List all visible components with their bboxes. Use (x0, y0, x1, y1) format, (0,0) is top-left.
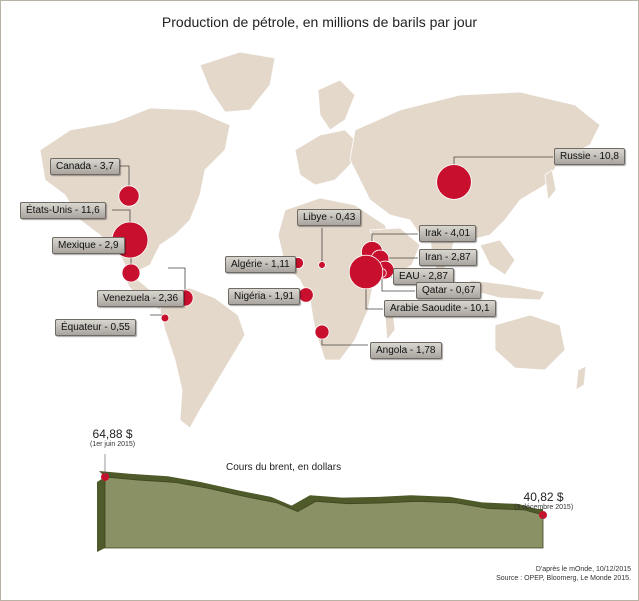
brent-chart (97, 454, 547, 552)
source-line-1: D'après le mOnde, 10/12/2015 (535, 566, 631, 573)
producer-label-3: Venezuela - 2,36 (97, 290, 185, 307)
leader-line-12 (381, 273, 415, 292)
end-price-value: 40,82 $ (523, 490, 564, 504)
map-title: Production de pétrole, en millions de ba… (161, 14, 478, 30)
australia (494, 314, 566, 371)
producer-label-6: Algérie - 1,11 (225, 256, 296, 273)
southeast-asia (479, 239, 516, 276)
producer-label-0: Canada - 3,7 (50, 158, 120, 175)
leader-line-3 (168, 267, 186, 298)
asia (349, 91, 601, 246)
producer-label-13: Arabie Saoudite - 10,1 (384, 300, 496, 317)
end-price: 40,82 $ (9 décembre 2015) (514, 490, 573, 511)
producer-label-2: Mexique - 2,9 (52, 237, 125, 254)
bubble-2 (121, 263, 141, 283)
area-side-face (97, 476, 105, 552)
source-line-2: Source : OPEP, Bloomerg, Le Monde 2015. (496, 575, 631, 582)
producer-label-5: Libye - 0,43 (297, 209, 362, 226)
producer-label-14: Russie - 10,8 (554, 148, 625, 165)
scandinavia (317, 79, 356, 131)
producer-label-1: États-Unis - 11,6 (20, 202, 106, 219)
brent-area (104, 476, 544, 549)
area-top-face (99, 470, 543, 516)
start-price-value: 64,88 $ (92, 427, 133, 441)
bubble-0 (118, 185, 140, 207)
bubble-5 (318, 261, 326, 269)
world-map (39, 51, 601, 429)
producer-label-8: Angola - 1,78 (370, 342, 442, 359)
bubble-14 (436, 164, 472, 200)
start-price: 64,88 $ (1er juin 2015) (90, 427, 135, 448)
start-price-date: (1er juin 2015) (90, 441, 136, 448)
europe (294, 129, 361, 186)
chart-title: Cours du brent, en dollars (226, 462, 342, 473)
start-point (101, 472, 109, 481)
greenland (199, 51, 276, 113)
indonesia (469, 279, 546, 301)
producer-label-10: Iran - 2,87 (419, 249, 477, 266)
producer-label-4: Équateur - 0,55 (55, 319, 136, 336)
source-note: D'après le mOnde, 10/12/2015 Source : OP… (496, 565, 631, 583)
producer-label-12: Qatar - 0,67 (416, 282, 482, 299)
bubble-13 (348, 254, 384, 290)
new-zealand (575, 365, 587, 391)
bubble-8 (314, 324, 330, 340)
bubble-7 (298, 287, 314, 303)
south-america (159, 287, 246, 429)
bubble-4 (160, 313, 170, 323)
end-price-date: (9 décembre 2015) (514, 504, 574, 511)
producer-label-9: Irak - 4,01 (419, 225, 477, 242)
japan (544, 169, 557, 201)
producer-label-7: Nigéria - 1,91 (228, 288, 301, 305)
